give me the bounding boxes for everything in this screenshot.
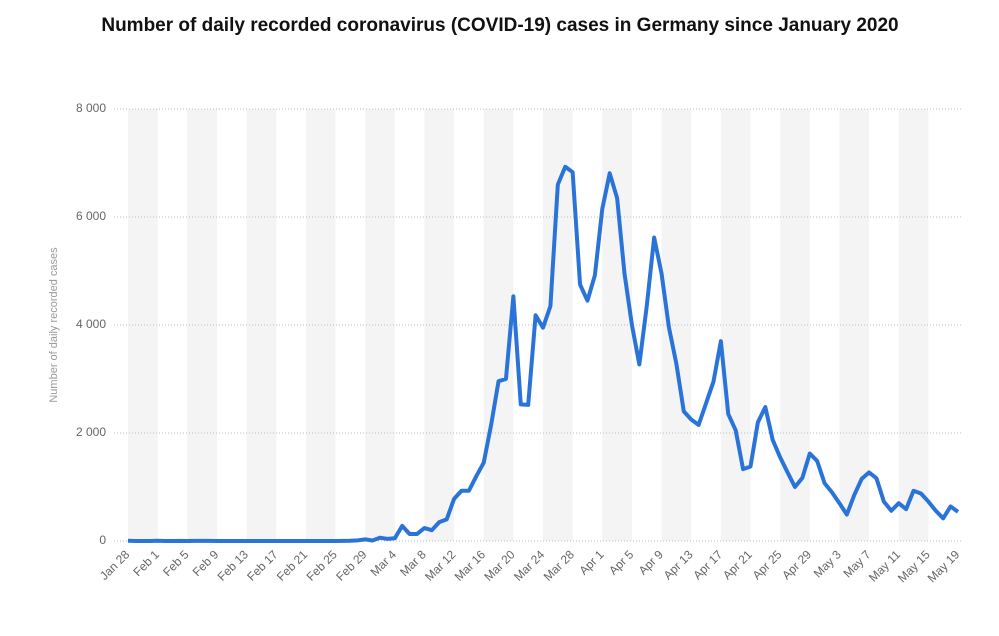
x-tick-label: Mar 4 — [368, 547, 400, 579]
x-tick-label: Apr 25 — [750, 547, 785, 582]
background-stripe — [424, 109, 455, 541]
background-stripe — [780, 109, 810, 541]
x-tick-label: Jan 28 — [97, 547, 133, 583]
x-tick-label: Apr 5 — [606, 547, 636, 577]
x-tick-label: Feb 13 — [215, 547, 252, 584]
background-stripe — [305, 109, 336, 541]
background-stripe — [187, 109, 217, 541]
x-tick-label: Feb 5 — [160, 547, 192, 579]
x-tick-label: May 15 — [895, 547, 933, 585]
y-tick-label: 4 000 — [76, 317, 106, 331]
chart-title: Number of daily recorded coronavirus (CO… — [101, 15, 899, 36]
x-tick-label: Feb 21 — [274, 547, 311, 584]
y-axis-label: Number of daily recorded cases — [48, 247, 60, 403]
y-tick-label: 8 000 — [76, 101, 106, 115]
x-tick-label: Apr 17 — [690, 547, 725, 582]
background-stripe — [543, 109, 573, 541]
x-tick-label: Apr 29 — [779, 547, 814, 582]
x-tick-label: Mar 12 — [422, 547, 459, 584]
x-tick-label: Mar 20 — [481, 547, 518, 584]
x-tick-label: Apr 1 — [576, 547, 606, 577]
x-tick-label: Mar 16 — [452, 547, 489, 584]
x-tick-label: Feb 17 — [244, 547, 281, 584]
x-tick-label: Mar 24 — [511, 547, 548, 584]
x-tick-label: Apr 21 — [720, 547, 755, 582]
x-tick-label: May 19 — [925, 547, 963, 585]
x-tick-label: Feb 25 — [304, 547, 341, 584]
x-tick-label: Feb 1 — [130, 547, 162, 579]
x-tick-label: Mar 28 — [541, 547, 578, 584]
y-tick-label: 6 000 — [76, 209, 106, 223]
data-line — [127, 164, 960, 543]
x-tick-label: Apr 13 — [661, 547, 696, 582]
x-tick-label: Feb 29 — [333, 547, 370, 584]
y-tick-label: 0 — [99, 533, 106, 547]
y-tick-label: 2 000 — [76, 425, 106, 439]
x-tick-label: May 3 — [811, 547, 844, 580]
background-stripe — [365, 109, 395, 541]
